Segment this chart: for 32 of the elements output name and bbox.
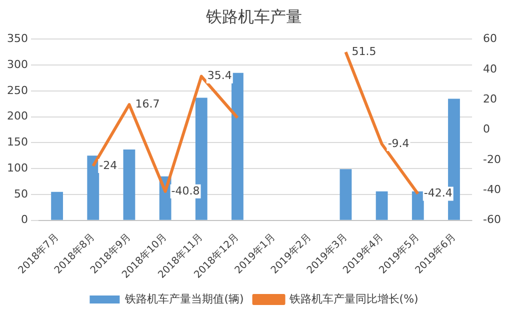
data-label: -42.4	[424, 186, 452, 200]
y-tick-label: 0	[20, 213, 28, 226]
y-tick-label: 200	[6, 110, 28, 123]
y2-tick-label: -60	[483, 213, 501, 226]
y2-tick-label: 20	[483, 92, 498, 106]
data-label: -24	[99, 158, 118, 172]
y-tick-label: 100	[6, 161, 28, 174]
y-tick-label: 350	[6, 32, 28, 46]
data-label: -40.8	[171, 184, 200, 198]
y2-tick-label: 40	[483, 62, 498, 76]
legend-label: 铁路机车产量当期值(辆)	[124, 292, 244, 306]
bar	[376, 191, 388, 220]
data-label: -9.4	[388, 136, 410, 150]
legend-label: 铁路机车产量同比增长(%)	[288, 292, 418, 306]
y2-tick-label: -20	[483, 152, 501, 166]
y-tick-label: 150	[6, 136, 28, 149]
bar	[340, 169, 352, 220]
bar	[51, 192, 63, 220]
chart-title: 铁路机车产量	[205, 6, 302, 26]
y-tick-label: 250	[6, 84, 28, 97]
bar	[87, 156, 100, 220]
data-label: 16.7	[135, 97, 160, 110]
y-tick-label: 50	[14, 187, 28, 200]
y2-tick-label: 0	[483, 122, 490, 136]
y2-tick-label: -40	[483, 183, 501, 196]
data-label: 51.5	[352, 44, 376, 58]
y-tick-label: 300	[6, 58, 28, 71]
bar	[123, 149, 136, 220]
data-label: 35.4	[207, 69, 232, 82]
bar	[232, 72, 244, 220]
y2-tick-label: 60	[483, 32, 498, 46]
bar	[412, 191, 424, 220]
